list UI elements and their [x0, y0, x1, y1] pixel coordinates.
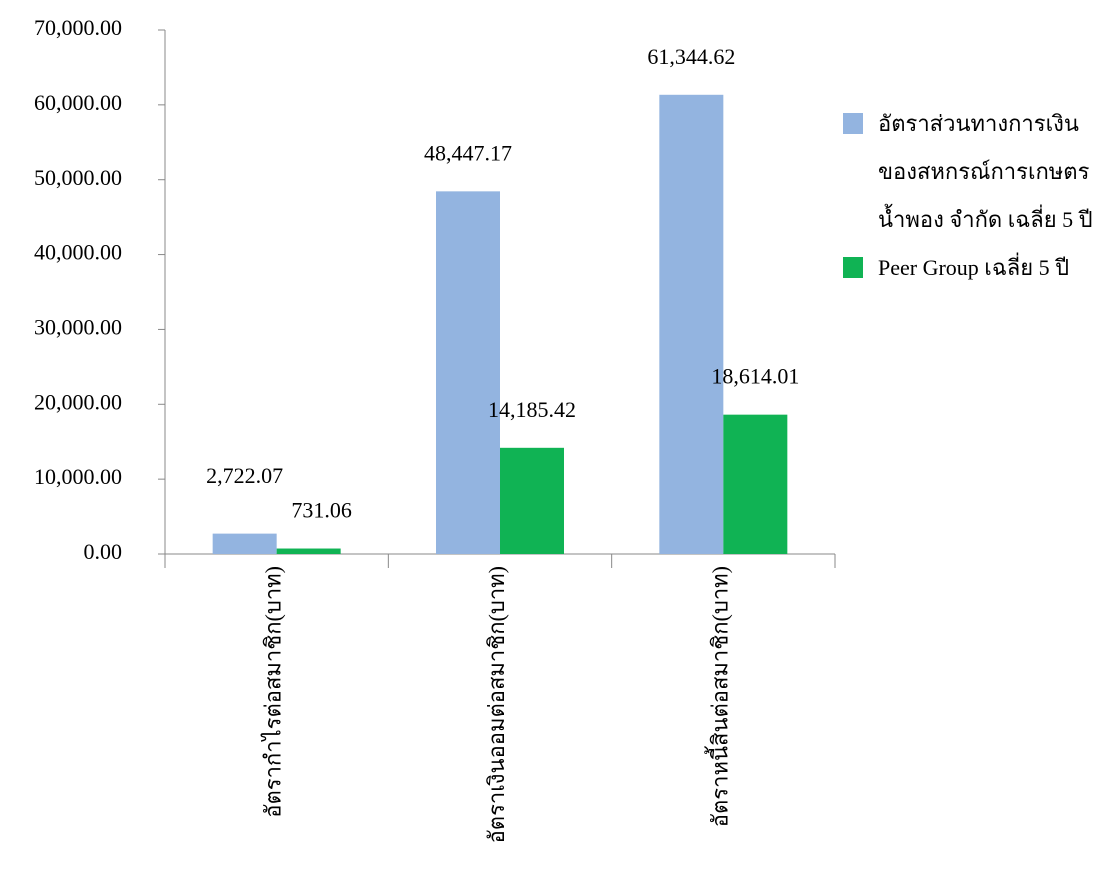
- bar: [500, 447, 564, 554]
- bar: [659, 94, 724, 555]
- legend-item: อัตราส่วนทางการเงินของสหกรณ์การเกษตรน้ำพ…: [843, 100, 1105, 244]
- x-tick-label: อัตราเงินออมต่อสมาชิก(บาท): [484, 566, 509, 843]
- bar: [276, 548, 341, 554]
- legend-label: Peer Group เฉลี่ย 5 ปี: [878, 255, 1070, 280]
- legend-label: อัตราส่วนทางการเงินของสหกรณ์การเกษตรน้ำพ…: [878, 111, 1093, 232]
- value-label: 2,722.07: [206, 463, 283, 488]
- legend-swatch: [843, 257, 863, 278]
- value-label: 731.06: [291, 498, 352, 523]
- legend: อัตราส่วนทางการเงินของสหกรณ์การเกษตรน้ำพ…: [843, 100, 1105, 292]
- bar: [212, 533, 277, 554]
- y-tick-label: 20,000.00: [34, 389, 122, 414]
- value-label: 61,344.62: [647, 44, 735, 69]
- value-label: 14,185.42: [488, 397, 576, 422]
- y-tick-label: 70,000.00: [34, 15, 122, 40]
- bar: [436, 191, 500, 555]
- y-tick-label: 50,000.00: [34, 165, 122, 190]
- x-tick-label: อัตรากำไรต่อสมาชิก(บาท): [261, 566, 286, 818]
- legend-item: Peer Group เฉลี่ย 5 ปี: [843, 244, 1105, 292]
- y-tick-label: 60,000.00: [34, 90, 122, 115]
- value-label: 48,447.17: [424, 140, 512, 165]
- y-tick-label: 40,000.00: [34, 240, 122, 265]
- y-tick-label: 30,000.00: [34, 314, 122, 339]
- x-tick-label: อัตราหนี้สินต่อสมาชิก(บาท): [704, 566, 732, 827]
- legend-swatch: [843, 113, 863, 134]
- y-tick-label: 10,000.00: [34, 464, 122, 489]
- value-label: 18,614.01: [711, 364, 799, 389]
- bar: [723, 414, 788, 554]
- y-tick-label: 0.00: [84, 539, 123, 564]
